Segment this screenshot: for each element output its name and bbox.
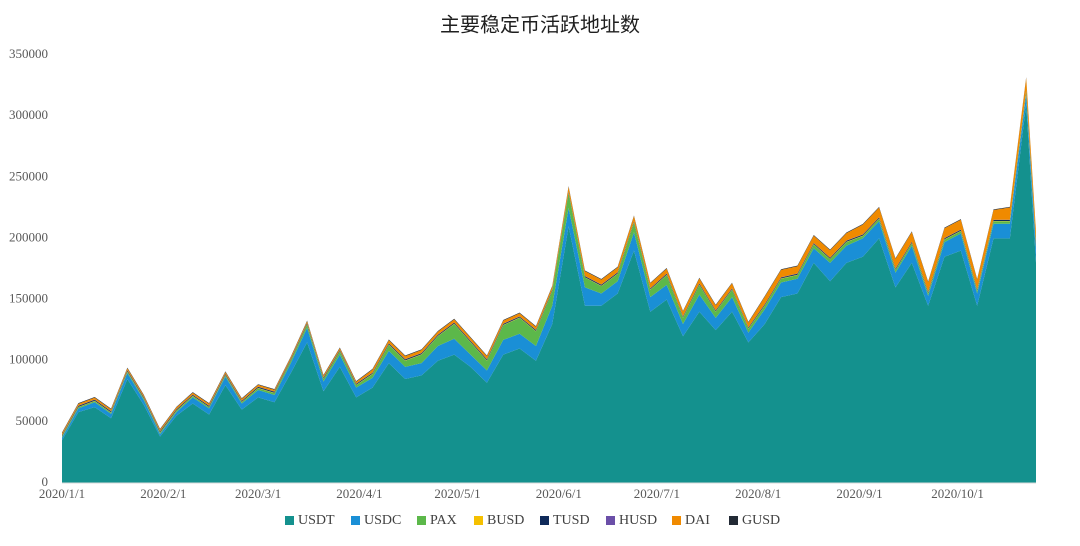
legend-label: USDC (364, 513, 401, 528)
y-tick-label: 50000 (16, 413, 49, 428)
x-tick-label: 2020/8/1 (735, 486, 781, 501)
legend-swatch (729, 516, 738, 525)
x-tick-label: 2020/9/1 (836, 486, 882, 501)
chart-title: 主要稳定币活跃地址数 (440, 14, 640, 37)
x-tick-label: 2020/3/1 (235, 486, 281, 501)
legend-label: GUSD (742, 513, 780, 528)
area (62, 103, 1036, 483)
x-tick-label: 2020/2/1 (140, 486, 186, 501)
x-tick-label: 2020/5/1 (434, 486, 480, 501)
legend-label: USDT (298, 513, 335, 528)
legend-swatch (672, 516, 681, 525)
x-tick-label: 2020/4/1 (336, 486, 382, 501)
legend-label: BUSD (487, 513, 524, 528)
legend-label: DAI (685, 513, 710, 528)
x-tick-label: 2020/7/1 (634, 486, 680, 501)
y-tick-label: 350000 (9, 46, 48, 61)
y-tick-label: 100000 (9, 352, 48, 367)
legend: USDT USDC PAX BUSD TUSD HUSD DAI GUSD (285, 513, 780, 528)
legend-swatch (351, 516, 360, 525)
legend-label: TUSD (553, 513, 590, 528)
x-tick-label: 2020/10/1 (931, 486, 984, 501)
x-tick-label: 2020/1/1 (39, 486, 85, 501)
y-tick-label: 200000 (9, 229, 48, 244)
y-tick-label: 250000 (9, 168, 48, 183)
area (62, 94, 1036, 441)
legend-swatch (606, 516, 615, 525)
legend-swatch (285, 516, 294, 525)
y-tick-label: 300000 (9, 107, 48, 122)
x-tick-label: 2020/6/1 (536, 486, 582, 501)
plot-area (62, 77, 1036, 483)
y-tick-label: 150000 (9, 291, 48, 306)
legend-swatch (417, 516, 426, 525)
legend-label: PAX (430, 513, 457, 528)
legend-swatch (474, 516, 483, 525)
legend-swatch (540, 516, 549, 525)
y-tick-label: 0 (42, 474, 49, 489)
legend-label: HUSD (619, 513, 657, 528)
